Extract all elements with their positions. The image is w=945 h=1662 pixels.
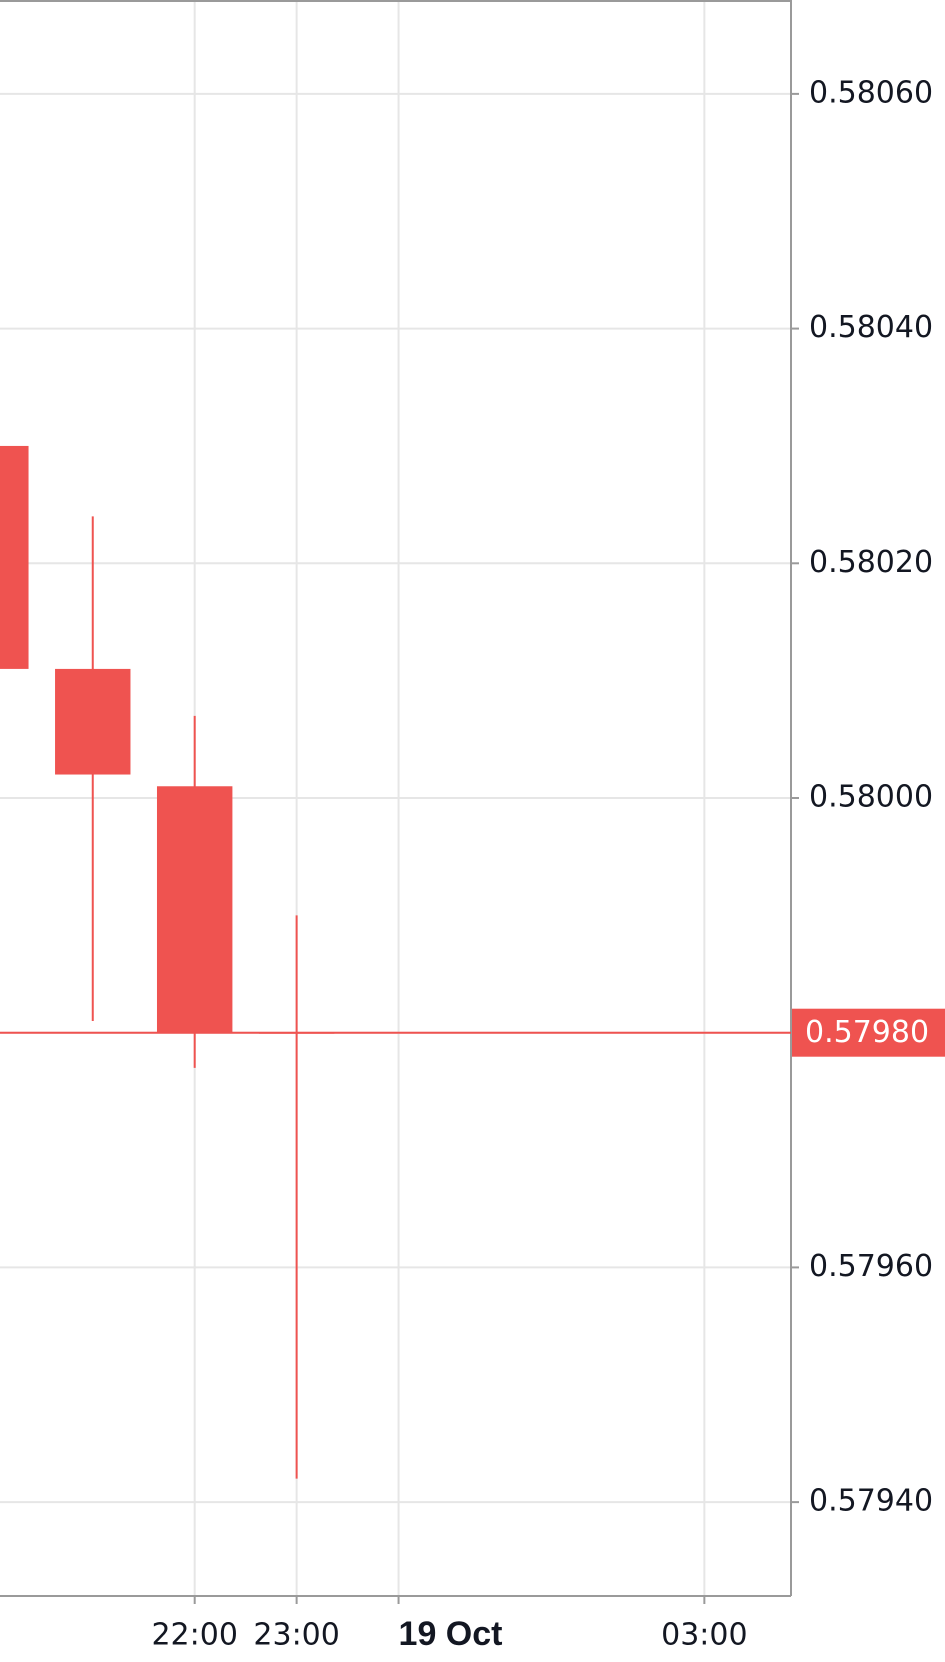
x-tick-label: 03:00 xyxy=(661,1618,747,1653)
candles xyxy=(0,445,335,1479)
candle-body xyxy=(156,786,233,1033)
candle-body xyxy=(258,1032,335,1034)
y-tick-label: 0.58020 xyxy=(809,545,933,580)
y-tick-label: 0.58000 xyxy=(809,780,933,815)
last-price-label: 0.57980 xyxy=(805,1015,929,1050)
candle-body xyxy=(0,445,29,669)
y-tick-label: 0.58060 xyxy=(809,75,933,110)
candle-body xyxy=(55,668,131,775)
x-tick-label: 23:00 xyxy=(253,1618,339,1653)
y-tick-label: 0.57940 xyxy=(809,1484,933,1519)
x-tick-label: 22:00 xyxy=(151,1618,237,1653)
last-price-tag xyxy=(792,1008,945,1057)
y-tick-label: 0.57960 xyxy=(809,1249,933,1284)
y-tick-label: 0.58040 xyxy=(809,310,933,345)
x-tick-label: 19 Oct xyxy=(399,1615,503,1653)
